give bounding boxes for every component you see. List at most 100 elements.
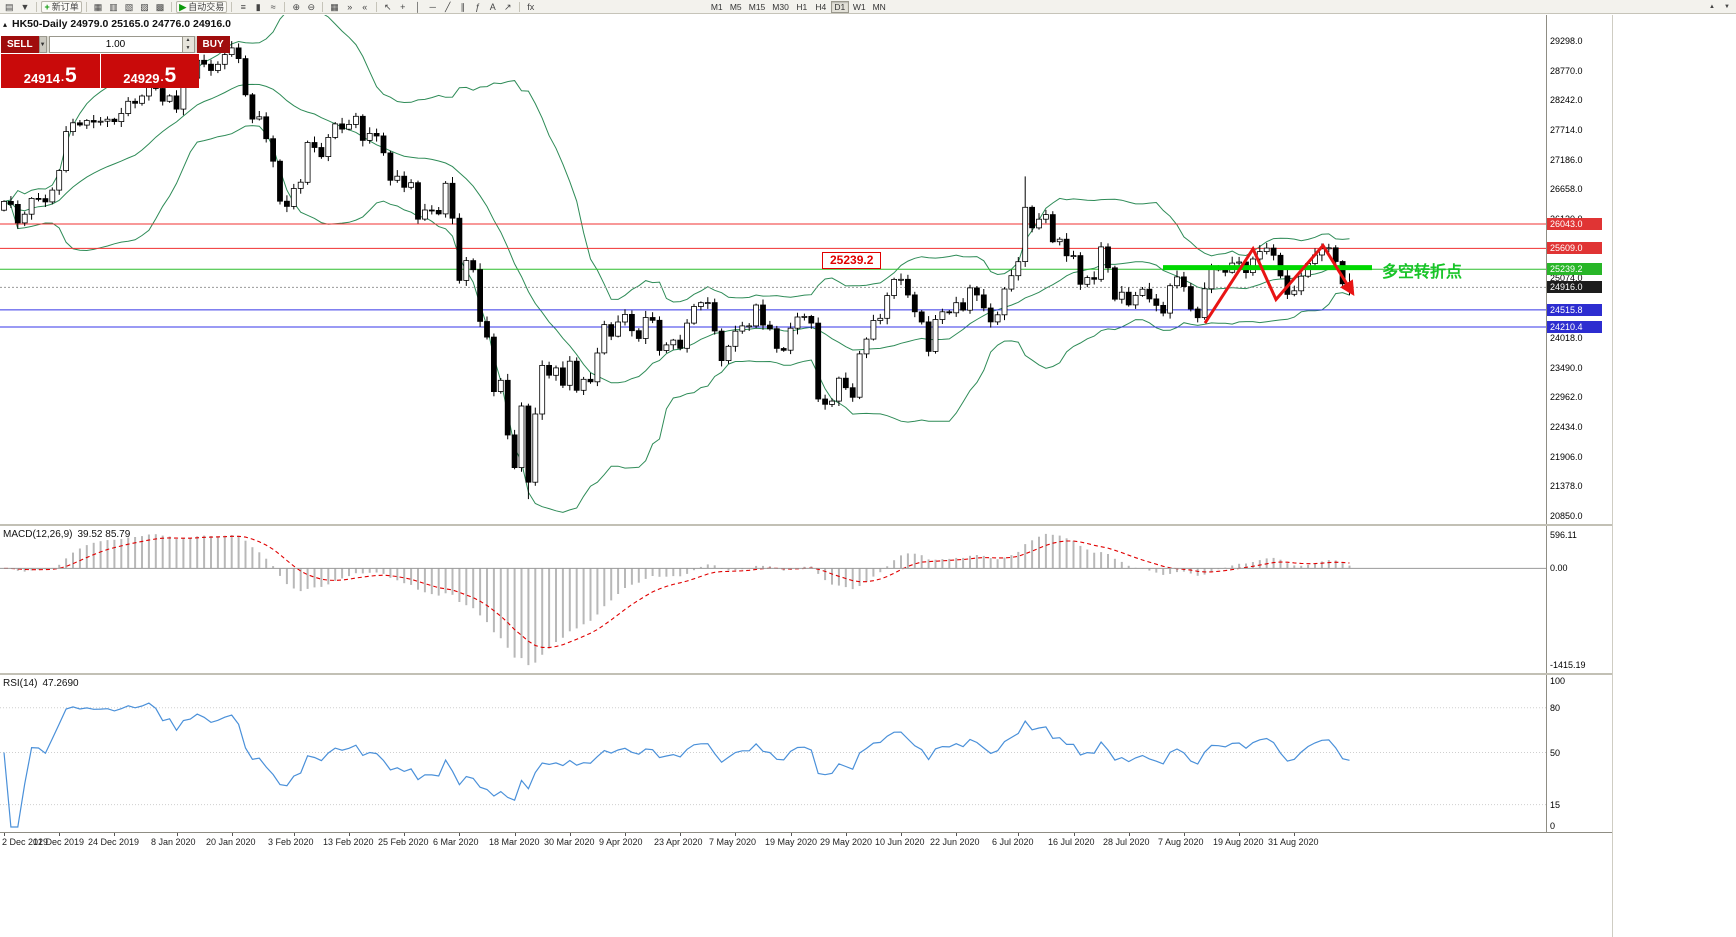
time-axis[interactable]: 2 Dec 2019 12 Dec 2019 24 Dec 2019 8 Jan 20… xyxy=(0,832,1612,851)
navigator-icon[interactable]: ▧ xyxy=(122,1,137,13)
channel-icon[interactable]: ∥ xyxy=(456,1,470,13)
time-tick xyxy=(1239,833,1240,836)
navigator-icon: ▧ xyxy=(124,1,134,12)
date-label: 7 Aug 2020 xyxy=(1158,837,1204,847)
horizontal-line-icon[interactable]: ─ xyxy=(426,1,440,13)
rsi-axis[interactable]: 100 80 50 15 0 xyxy=(1546,675,1612,832)
timeframe-m15[interactable]: M15 xyxy=(746,1,769,13)
chart-profiles-icon[interactable]: ▼ xyxy=(18,1,33,13)
tile-windows-icon[interactable]: ▦ xyxy=(327,1,342,13)
chart-shift-icon: « xyxy=(362,1,368,12)
price-grid-label: 27714.0 xyxy=(1550,125,1583,135)
right-blank-area xyxy=(1612,15,1736,937)
timeframe-h1[interactable]: H1 xyxy=(793,1,811,13)
candlestick-chart-icon[interactable]: ▮ xyxy=(251,1,265,13)
one-click-collapse-icon[interactable]: ▴ xyxy=(3,19,8,29)
toolbar-scroll-up-icon[interactable]: ▲ xyxy=(1705,1,1719,13)
autotrade-button[interactable]: ▶ 自动交易 xyxy=(176,0,228,13)
macd-histogram xyxy=(9,533,1351,666)
candlestick-chart-icon: ▮ xyxy=(255,1,261,12)
cursor-icon[interactable]: ↖ xyxy=(381,1,395,13)
fibonacci-icon[interactable]: ƒ xyxy=(471,1,485,13)
terminal-icon[interactable]: ▨ xyxy=(137,1,152,13)
timeframe-m30[interactable]: M30 xyxy=(769,1,792,13)
arrows-icon[interactable]: ↗ xyxy=(501,1,515,13)
price-grid-label: 28770.0 xyxy=(1550,66,1583,76)
date-label: 28 Jul 2020 xyxy=(1103,837,1150,847)
date-label: 20 Jan 2020 xyxy=(206,837,256,847)
price-axis[interactable]: 29298.0 28770.0 28242.0 27714.0 27186.0 26658… xyxy=(1546,15,1612,524)
price-level-callout[interactable]: 25239.2 xyxy=(822,252,882,270)
volume-preset-dropdown[interactable]: ▼ xyxy=(38,36,47,53)
date-label: 23 Apr 2020 xyxy=(654,837,703,847)
trendline-icon[interactable]: ╱ xyxy=(441,1,455,13)
time-tick xyxy=(4,833,5,836)
autotrade-button-label: 自动交易 xyxy=(188,2,225,12)
toolbar-scroll-down-icon[interactable]: ▼ xyxy=(1720,1,1734,13)
time-tick xyxy=(177,833,178,836)
new-order-button[interactable]: + 新订单 xyxy=(41,0,82,13)
timeframe-h4[interactable]: H4 xyxy=(812,1,830,13)
data-window-icon: ▥ xyxy=(109,1,118,12)
strategy-tester-icon[interactable]: ▩ xyxy=(153,1,168,13)
date-label: 3 Feb 2020 xyxy=(268,837,314,847)
timeframe-m5[interactable]: M5 xyxy=(727,1,745,13)
panel-splitter[interactable] xyxy=(0,524,1612,526)
time-tick xyxy=(1129,833,1130,836)
macd-signal-line xyxy=(3,535,1350,649)
price-grid-label: 27186.0 xyxy=(1550,155,1583,165)
sell-button[interactable]: SELL xyxy=(1,36,39,53)
turning-point-label[interactable]: 多空转折点 xyxy=(1382,263,1463,281)
data-window-icon[interactable]: ▥ xyxy=(106,1,121,13)
sell-price-box[interactable]: 24914 . 5 xyxy=(1,54,100,88)
toolbar-buttons: ▤ ▼ + 新订单 ▦ ▥ ▧ ▨ ▩ ▶ 自动交易 ≡ ▮ ≈ ⊕ ⊖ ▦» «↖ + │ ─ ╱ ∥ ƒ A ↗ fx xyxy=(2,0,538,13)
buy-button[interactable]: BUY xyxy=(196,36,230,53)
fibonacci-icon: ƒ xyxy=(475,1,481,12)
drawn-objects[interactable] xyxy=(1163,242,1372,324)
rsi-canvas[interactable] xyxy=(0,675,1546,832)
price-plot-area[interactable]: ▴ HK50-Daily 24979.0 25165.0 24776.0 249… xyxy=(0,15,1546,524)
autoscroll-icon[interactable]: » xyxy=(343,1,357,13)
time-tick xyxy=(1184,833,1185,836)
time-tick xyxy=(1018,833,1019,836)
text-icon[interactable]: A xyxy=(486,1,500,13)
rsi-label: RSI(14) xyxy=(3,678,38,689)
indicators-icon[interactable]: fx xyxy=(524,1,538,13)
price-tag: 25609.0 xyxy=(1547,242,1602,254)
horizontal-level-lines[interactable] xyxy=(0,223,1546,328)
timeframe-w1[interactable]: W1 xyxy=(850,1,869,13)
crosshair-icon[interactable]: + xyxy=(396,1,410,13)
zoom-in-icon[interactable]: ⊕ xyxy=(289,1,303,13)
macd-canvas[interactable] xyxy=(0,526,1546,673)
timeframe-m1[interactable]: M1 xyxy=(708,1,726,13)
line-chart-icon[interactable]: ≈ xyxy=(266,1,280,13)
price-tag: 24210.4 xyxy=(1547,321,1602,333)
stepper-down-icon[interactable]: ▼ xyxy=(182,44,194,52)
volume-input[interactable] xyxy=(49,37,182,52)
timeframe-mn[interactable]: MN xyxy=(870,1,889,13)
new-chart-icon[interactable]: ▤ xyxy=(2,1,17,13)
macd-plot-area[interactable]: MACD(12,26,9) 39.52 85.79 xyxy=(0,526,1546,673)
rsi-title: RSI(14) 47.2690 xyxy=(3,678,79,689)
time-tick xyxy=(625,833,626,836)
bollinger-bands xyxy=(3,15,1350,513)
vertical-line-icon[interactable]: │ xyxy=(411,1,425,13)
panel-splitter[interactable] xyxy=(0,673,1612,675)
tile-windows-icon: ▦ xyxy=(330,1,339,12)
vertical-line-icon: │ xyxy=(414,1,421,12)
bottom-blank-area xyxy=(0,851,1612,937)
price-chart-canvas[interactable] xyxy=(0,15,1546,524)
date-label: 30 Mar 2020 xyxy=(544,837,595,847)
macd-axis[interactable]: 596.11 0.00 -1415.19 xyxy=(1546,526,1612,673)
bars-chart-icon[interactable]: ≡ xyxy=(236,1,250,13)
market-watch-icon[interactable]: ▦ xyxy=(91,1,106,13)
chart-shift-icon[interactable]: « xyxy=(358,1,372,13)
stepper-up-icon[interactable]: ▲ xyxy=(182,37,194,45)
date-label: 6 Jul 2020 xyxy=(992,837,1034,847)
zoom-out-icon[interactable]: ⊖ xyxy=(304,1,318,13)
buy-price-box[interactable]: 24929 . 5 xyxy=(100,54,199,88)
timeframe-d1[interactable]: D1 xyxy=(830,0,849,13)
rsi-plot-area[interactable]: RSI(14) 47.2690 xyxy=(0,675,1546,832)
time-tick xyxy=(735,833,736,836)
one-click-trading-widget: SELL ▼ ▲ ▼ BUY 24914 xyxy=(1,36,230,88)
